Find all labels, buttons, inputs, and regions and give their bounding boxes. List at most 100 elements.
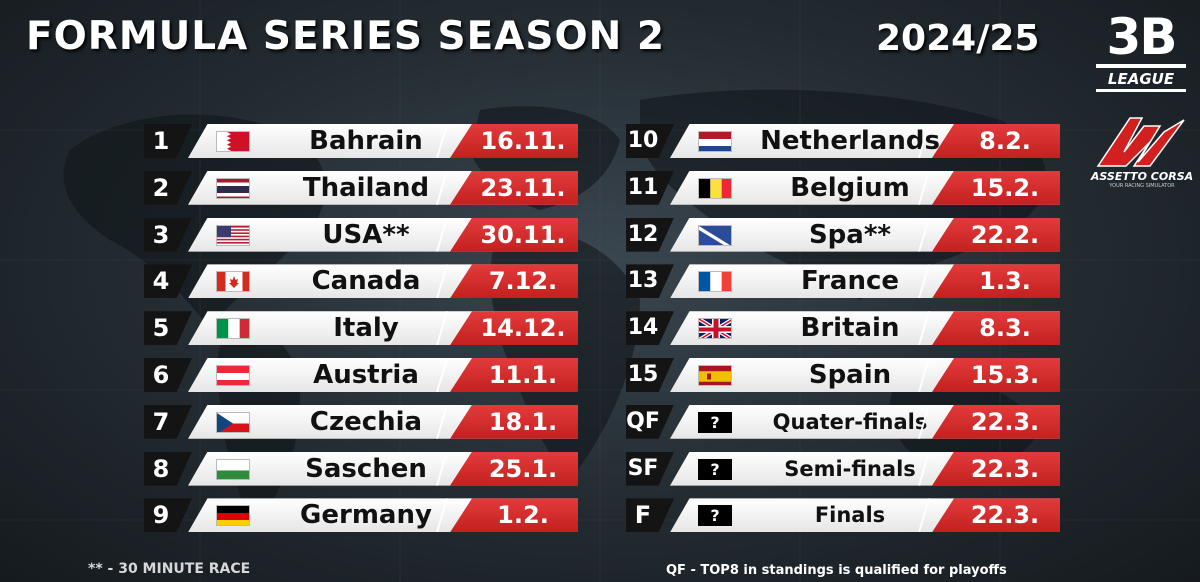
flag-france-icon	[698, 271, 732, 293]
race-row: 1 Bahrain 16.11.	[144, 124, 582, 158]
race-name: Semi-finals	[784, 456, 916, 481]
race-date: 1.2.	[450, 498, 578, 533]
race-row: 13 France 1.3.	[626, 264, 1064, 299]
flag-czechia-icon	[216, 411, 250, 433]
race-date: 1.3.	[932, 264, 1060, 299]
race-name: France	[800, 266, 900, 297]
race-row: 10 Netherlands 8.2.	[626, 124, 1064, 158]
race-date: 23.11.	[450, 170, 578, 205]
assetto-corsa-logo: ASSETTO CORSA YOUR RACING SIMULATOR	[1090, 112, 1194, 190]
race-date: 8.2.	[932, 124, 1060, 158]
footer-note-playoffs: QF - TOP8 in standings is qualified for …	[666, 563, 1007, 578]
flag-netherlands-icon	[698, 131, 732, 152]
race-number: 3	[144, 217, 192, 252]
race-name: Thailand	[302, 172, 430, 203]
race-date: 15.3.	[932, 358, 1060, 392]
race-row: 6 Austria 11.1.	[144, 358, 582, 392]
race-date: 18.1.	[450, 404, 578, 439]
race-number: 1	[144, 124, 192, 158]
race-number: 5	[144, 311, 192, 346]
question-mark-icon: ?	[698, 411, 732, 433]
race-row: 4 Canada 7.12.	[144, 264, 582, 299]
race-row: 15 Spain 15.3.	[626, 358, 1064, 392]
race-name: Germany	[300, 500, 432, 531]
race-name: Spain	[808, 360, 892, 390]
race-row: 11 Belgium 15.2.	[626, 170, 1064, 205]
race-date: 22.3.	[932, 498, 1060, 533]
race-row: QF? Quater-finals 22.3.	[626, 404, 1064, 439]
race-name: Netherlands	[760, 126, 940, 156]
race-row: 7 Czechia 18.1.	[144, 404, 582, 439]
assetto-corsa-emblem-icon	[1096, 117, 1185, 167]
flag-belgium-icon	[698, 177, 732, 199]
race-number: 2	[144, 170, 192, 205]
race-date: 25.1.	[450, 451, 578, 486]
race-number: SF	[626, 451, 674, 486]
race-number: 10	[626, 124, 674, 158]
league-logo: 3B LEAGUE	[1096, 12, 1186, 92]
race-name: Bahrain	[309, 126, 423, 156]
race-name: Canada	[311, 266, 421, 297]
league-logo-text: LEAGUE	[1096, 70, 1186, 92]
race-row: SF? Semi-finals 22.3.	[626, 451, 1064, 486]
flag-austria-icon	[216, 365, 250, 386]
race-name: Czechia	[309, 406, 423, 437]
race-name: Spa**	[808, 219, 892, 250]
race-date: 11.1.	[450, 358, 578, 392]
race-number: QF	[626, 404, 674, 439]
flag-canada-icon	[216, 271, 250, 293]
race-name: Britain	[800, 313, 900, 344]
race-number: 12	[626, 217, 674, 252]
flag-saxony-icon	[216, 458, 250, 480]
question-mark-icon: ?	[698, 505, 732, 527]
race-number: 4	[144, 264, 192, 299]
race-row: 8 Saschen 25.1.	[144, 451, 582, 486]
race-number: 8	[144, 451, 192, 486]
flag-spa-icon	[698, 224, 732, 246]
race-date: 22.3.	[932, 451, 1060, 486]
race-row: 3 USA** 30.11.	[144, 217, 582, 252]
assetto-corsa-text: ASSETTO CORSA	[1090, 170, 1194, 183]
race-name: Quater-finals	[772, 409, 928, 434]
race-number: 11	[626, 170, 674, 205]
race-date: 15.2.	[932, 170, 1060, 205]
race-number: 13	[626, 264, 674, 299]
race-name: Saschen	[305, 453, 427, 484]
race-date: 8.3.	[932, 311, 1060, 346]
race-date: 16.11.	[450, 124, 578, 158]
race-name: Finals	[814, 503, 886, 528]
race-row: 9 Germany 1.2.	[144, 498, 582, 533]
footer-note-30-minute: ** - 30 MINUTE RACE	[88, 561, 251, 577]
race-name: Belgium	[790, 172, 910, 203]
race-number: F	[626, 498, 674, 533]
race-number: 6	[144, 358, 192, 392]
race-row: F? Finals 22.3.	[626, 498, 1064, 533]
race-date: 22.2.	[932, 217, 1060, 252]
race-number: 15	[626, 358, 674, 392]
race-number: 14	[626, 311, 674, 346]
race-row: 2 Thailand 23.11.	[144, 170, 582, 205]
race-number: 7	[144, 404, 192, 439]
race-name: Austria	[313, 360, 419, 390]
race-date: 14.12.	[450, 311, 578, 346]
race-date: 7.12.	[450, 264, 578, 299]
assetto-corsa-tagline: YOUR RACING SIMULATOR	[1109, 183, 1175, 189]
flag-germany-icon	[216, 505, 250, 527]
league-logo-mark: 3B	[1096, 12, 1186, 68]
race-row: 12 Spa** 22.2.	[626, 217, 1064, 252]
flag-thailand-icon	[216, 177, 250, 199]
season-label: 2024/25	[876, 18, 1040, 59]
flag-usa-icon	[216, 224, 250, 246]
race-number: 9	[144, 498, 192, 533]
race-date: 22.3.	[932, 404, 1060, 439]
question-mark-icon: ?	[698, 458, 732, 480]
flag-britain-icon	[698, 318, 732, 340]
race-row: 5 Italy 14.12.	[144, 311, 582, 346]
page-title: FORMULA SERIES SEASON 2	[26, 14, 666, 59]
race-name: USA**	[322, 219, 410, 250]
flag-spain-icon	[698, 365, 732, 386]
race-name: Italy	[333, 313, 399, 344]
race-row: 14 Britain 8.3.	[626, 311, 1064, 346]
flag-italy-icon	[216, 318, 250, 340]
race-date: 30.11.	[450, 217, 578, 252]
